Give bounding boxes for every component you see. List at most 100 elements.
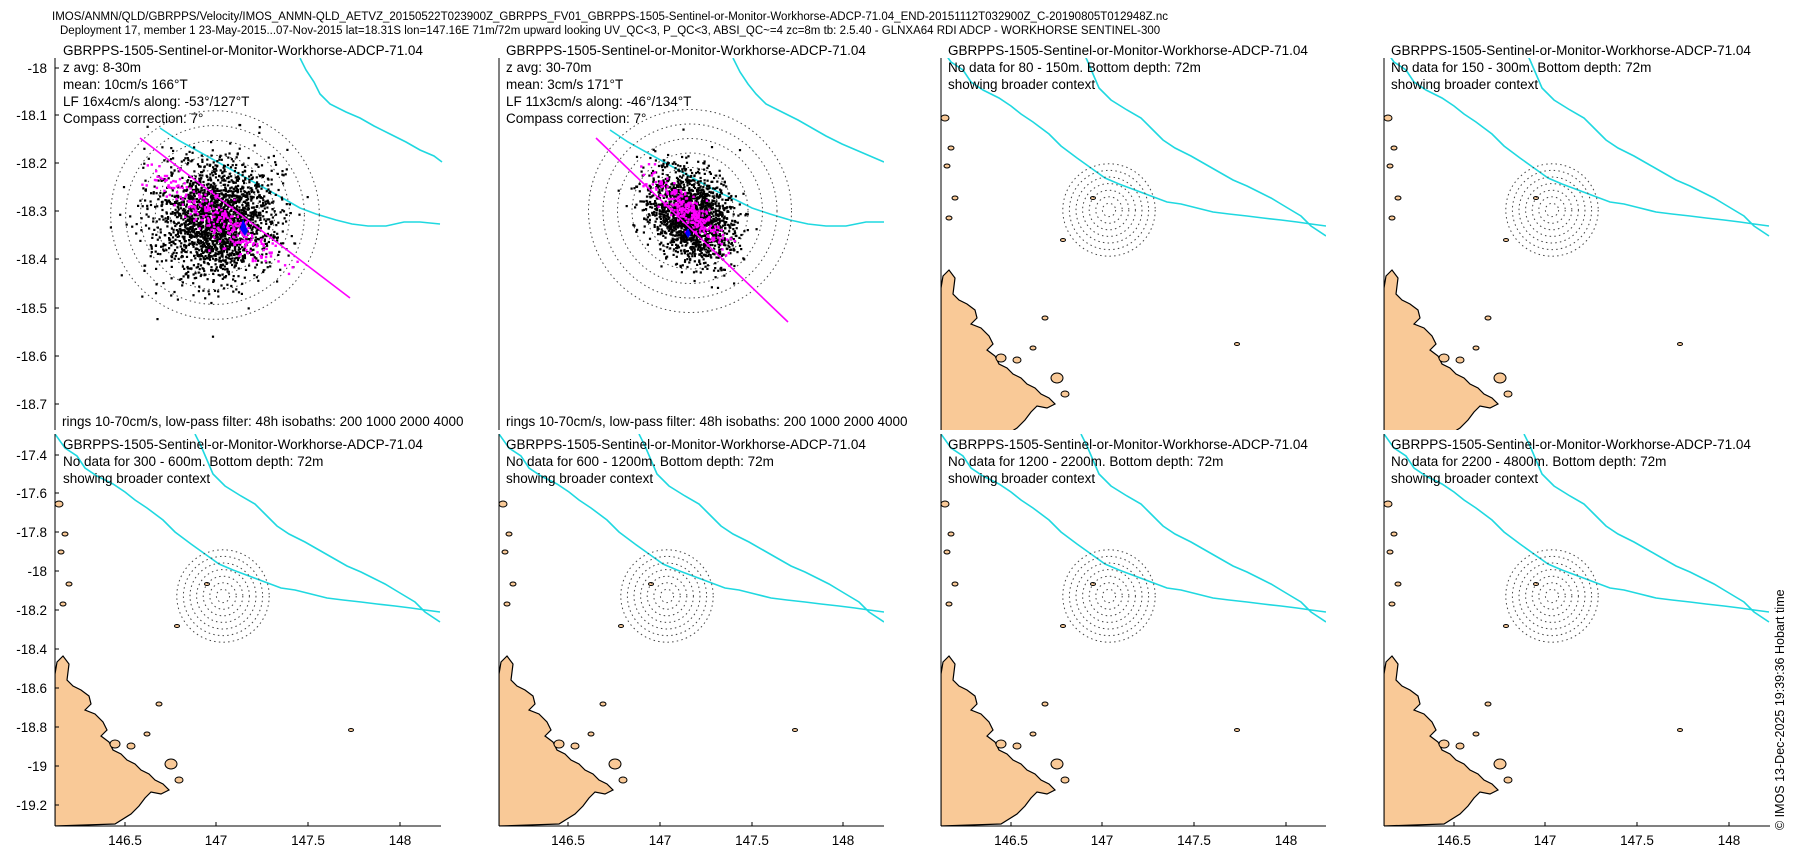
lowpass-point [682,215,686,218]
velocity-point [265,211,268,214]
velocity-point [177,186,180,189]
velocity-point [223,170,226,173]
velocity-point [171,253,174,256]
velocity-point [206,251,209,254]
velocity-point [705,233,709,236]
lowpass-point [708,227,711,230]
velocity-point [666,161,669,164]
velocity-point [235,156,238,159]
velocity-point [271,221,274,225]
velocity-point [173,211,177,215]
velocity-point [694,241,697,244]
velocity-point [714,234,717,237]
velocity-point [269,190,272,193]
velocity-point [221,234,224,237]
velocity-point [723,237,726,240]
island [1386,163,1394,169]
velocity-point [746,213,749,216]
velocity-point [733,264,736,268]
velocity-point [272,154,275,158]
velocity-point [181,176,184,179]
panel-1-isobath-1000 [159,127,441,227]
site-ring [1068,169,1150,251]
velocity-point [163,159,166,162]
velocity-point [680,176,684,179]
velocity-point [705,224,708,227]
velocity-point [223,165,226,168]
velocity-point [661,166,664,169]
velocity-point [743,258,746,261]
velocity-point [256,195,259,199]
figure-title-line2: Deployment 17, member 1 23-May-2015...07… [60,25,1160,37]
velocity-point [686,177,689,180]
velocity-point [698,189,701,192]
velocity-point [237,232,240,235]
velocity-point [210,250,213,253]
lowpass-point [720,229,723,232]
velocity-point [223,265,226,268]
velocity-point [234,194,237,197]
velocity-point [698,204,701,207]
velocity-point [718,193,721,197]
velocity-point [709,255,712,258]
velocity-point [212,174,215,177]
velocity-point [170,244,173,247]
velocity-point [664,217,667,220]
ytick-label: -18.4 [16,642,47,657]
island [1234,342,1240,346]
velocity-point [185,244,188,248]
lowpass-point [217,226,220,229]
velocity-point [205,222,209,225]
velocity-point [703,209,707,212]
velocity-point [150,247,153,250]
velocity-point [700,201,703,204]
lowpass-point [727,251,730,255]
velocity-point [680,252,683,255]
velocity-point [683,239,686,242]
velocity-point [157,198,160,201]
velocity-point [166,160,169,163]
velocity-point [697,180,700,183]
velocity-point [699,185,702,188]
velocity-point [189,206,192,209]
velocity-point [222,250,226,253]
velocity-point [161,245,164,248]
panel-4-islands [1384,114,1683,398]
island [1388,601,1396,607]
lowpass-point [236,222,239,225]
velocity-point [245,195,248,199]
velocity-point [218,209,221,212]
velocity-point [281,198,284,201]
velocity-point [667,178,671,181]
site-ring [1518,176,1586,244]
velocity-point [170,171,173,174]
velocity-point [202,169,205,172]
velocity-point [221,273,224,276]
lowpass-point [169,181,173,184]
lowpass-point [666,185,669,188]
lowpass-point [697,217,700,220]
velocity-point [178,202,181,205]
velocity-point [199,264,203,267]
lowpass-point [647,163,651,166]
velocity-point [195,276,198,279]
velocity-point [733,223,736,226]
velocity-point [243,182,246,185]
velocity-point [219,224,222,227]
island [65,581,73,587]
velocity-point [170,174,173,177]
velocity-point [243,257,247,260]
velocity-point [270,178,273,181]
lowpass-point [177,184,180,187]
velocity-point [720,189,723,192]
velocity-point [179,207,183,210]
island [1060,390,1070,398]
velocity-point [668,176,671,179]
lowpass-point [676,210,679,213]
velocity-point [206,163,209,166]
velocity-point [662,164,665,167]
velocity-point [158,236,161,239]
lowpass-point [236,215,239,219]
velocity-point [249,214,252,217]
velocity-point [226,240,229,243]
